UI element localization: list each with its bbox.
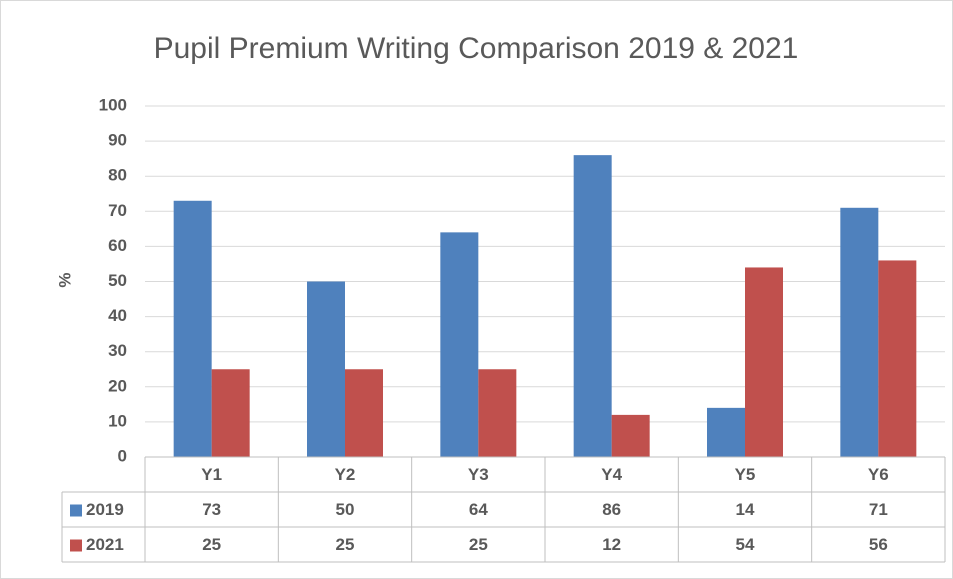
bar — [840, 207, 879, 457]
legend-label: 2021 — [86, 535, 124, 554]
y-tick-label: 0 — [118, 446, 127, 465]
legend-label: 2019 — [86, 500, 124, 519]
table-value: 12 — [602, 535, 621, 554]
x-tick-label: Y4 — [601, 465, 622, 484]
bar — [211, 369, 250, 457]
bar — [440, 232, 479, 457]
y-tick-label: 80 — [108, 166, 127, 185]
x-tick-label: Y5 — [735, 465, 756, 484]
table-value: 25 — [336, 535, 355, 554]
y-tick-label: 90 — [108, 131, 127, 150]
table-value: 73 — [202, 500, 221, 519]
table-value: 14 — [736, 500, 755, 519]
bar — [345, 369, 383, 457]
y-tick-label: 100 — [99, 95, 127, 114]
bar — [307, 281, 345, 457]
table-value: 25 — [469, 535, 488, 554]
y-tick-label: 60 — [108, 236, 127, 255]
chart-title: Pupil Premium Writing Comparison 2019 & … — [154, 32, 799, 65]
legend-swatch — [70, 539, 82, 552]
bar — [878, 260, 917, 457]
legend-swatch — [70, 504, 82, 517]
table-value: 86 — [602, 500, 621, 519]
table-value: 64 — [469, 500, 488, 519]
y-tick-label: 40 — [108, 306, 127, 325]
bar — [173, 200, 212, 457]
bar — [745, 267, 783, 457]
table-value: 56 — [869, 535, 888, 554]
bar — [478, 369, 517, 457]
y-axis-label: % — [55, 272, 74, 287]
bar — [707, 407, 745, 457]
y-tick-label: 30 — [108, 341, 127, 360]
table-value: 25 — [202, 535, 221, 554]
x-tick-label: Y3 — [468, 465, 489, 484]
y-tick-label: 70 — [108, 201, 127, 220]
bar — [611, 414, 650, 457]
y-tick-label: 20 — [108, 376, 127, 395]
x-tick-label: Y1 — [201, 465, 222, 484]
table-value: 54 — [736, 535, 755, 554]
x-tick-label: Y6 — [868, 465, 889, 484]
y-tick-label: 50 — [108, 271, 127, 290]
bar — [573, 155, 612, 457]
table-value: 50 — [336, 500, 355, 519]
y-tick-label: 10 — [108, 411, 127, 430]
table-value: 71 — [869, 500, 888, 519]
x-tick-label: Y2 — [335, 465, 356, 484]
